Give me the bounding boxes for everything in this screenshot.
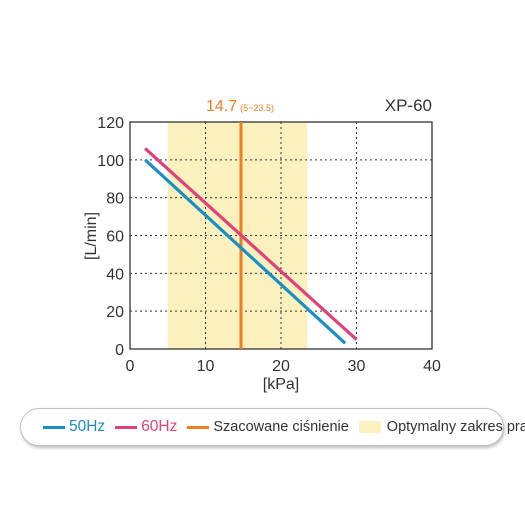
chart: 0 10 20 30 40 0 20 40 60 80 100 120 XP-60 14.7 (5~23… [83, 96, 441, 393]
legend-label: 60Hz [141, 418, 178, 435]
legend-item: Szacowane ciśnienie [187, 419, 349, 435]
y-tick-label: 100 [97, 153, 124, 170]
legend-swatch [115, 425, 138, 429]
x-tick-label: 30 [348, 358, 366, 375]
series-layer [144, 147, 358, 345]
tick-layer: 0 10 20 30 40 0 20 40 60 80 100 120 [97, 115, 441, 375]
legend-item: 50Hz [43, 418, 105, 436]
legend-swatch [187, 425, 210, 429]
x-tick-label: 40 [423, 358, 441, 375]
y-tick-label: 120 [97, 115, 124, 132]
x-tick-label: 0 [126, 358, 135, 375]
legend: 50Hz 60Hz Szacowane ciśnienie Optymalny zak… [20, 408, 525, 446]
chart-title: XP-60 [385, 96, 432, 115]
reference-annotation: 14.7 (5~23.5) [206, 98, 274, 115]
legend-item: Optymalny zakres pracy [358, 419, 525, 435]
x-tick-label: 10 [197, 358, 215, 375]
y-tick-label: 80 [106, 191, 124, 208]
legend-label: Szacowane ciśnienie [213, 419, 349, 435]
legend-item: 60Hz [115, 418, 177, 436]
legend-label: Optymalny zakres pracy [386, 419, 525, 435]
series-line-60hz [144, 147, 358, 341]
y-tick-label: 20 [106, 304, 124, 321]
annotation-range: (5~23.5) [240, 103, 274, 113]
x-axis-label: [kPa] [263, 376, 299, 393]
x-tick-label: 20 [272, 358, 290, 375]
y-tick-label: 0 [115, 342, 124, 359]
y-axis-label: [L/min] [83, 212, 100, 260]
plot-frame [129, 121, 433, 350]
legend-swatch [43, 425, 65, 429]
annotation-value: 14.7 [206, 98, 237, 115]
y-tick-label: 60 [106, 229, 124, 246]
y-tick-label: 40 [106, 266, 124, 283]
legend-label: 50Hz [69, 418, 106, 435]
legend-swatch [358, 421, 381, 433]
frame-layer [129, 121, 433, 350]
series-line-50hz [144, 158, 347, 345]
